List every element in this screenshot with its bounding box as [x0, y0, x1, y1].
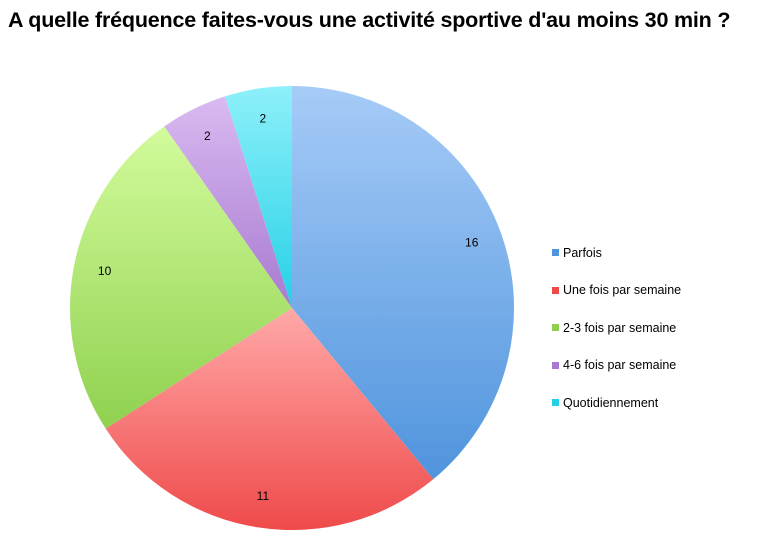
- data-label-quotidiennement: 2: [260, 111, 267, 125]
- chart-title: A quelle fréquence faites-vous une activ…: [8, 8, 731, 32]
- legend-swatch: [552, 324, 559, 332]
- pie-slice-parfois: [292, 86, 515, 480]
- legend-label: Parfois: [563, 245, 602, 260]
- data-label-parfois: 16: [465, 236, 479, 250]
- legend-swatch: [552, 361, 559, 369]
- legend-item-une-fois-par-semaine: Une fois par semaine: [552, 272, 681, 310]
- data-label-4-6-fois-par-semaine: 2: [204, 129, 211, 143]
- pie-slices: [70, 86, 515, 531]
- legend-label: 2-3 fois par semaine: [563, 320, 677, 335]
- legend-label: Une fois par semaine: [563, 283, 682, 298]
- data-label-2-3-fois-par-semaine: 10: [98, 264, 112, 278]
- legend-item-parfois: Parfois: [552, 234, 681, 272]
- legend-label: 4-6 fois par semaine: [563, 358, 677, 373]
- legend-item-2-3-fois-par-semaine: 2-3 fois par semaine: [552, 309, 681, 347]
- legend-swatch: [552, 399, 559, 407]
- legend-swatch: [552, 286, 559, 294]
- pie-slice-2-3-fois-par-semaine: [70, 126, 293, 429]
- data-label-une-fois-par-semaine: 11: [257, 489, 270, 503]
- legend-swatch: [552, 249, 559, 257]
- legend-label: Quotidiennement: [563, 395, 659, 410]
- pie-slice-quotidiennement: [225, 86, 292, 308]
- legend-item-quotidiennement: Quotidiennement: [552, 384, 681, 422]
- legend-item-4-6-fois-par-semaine: 4-6 fois par semaine: [552, 347, 681, 385]
- pie-slice-une-fois-par-semaine: [105, 308, 434, 531]
- pie-slice-4-6-fois-par-semaine: [164, 96, 292, 308]
- pie-data-labels: 16 11 10 2 2: [98, 111, 479, 502]
- legend: Parfois Une fois par semaine 2-3 fois par …: [552, 234, 681, 422]
